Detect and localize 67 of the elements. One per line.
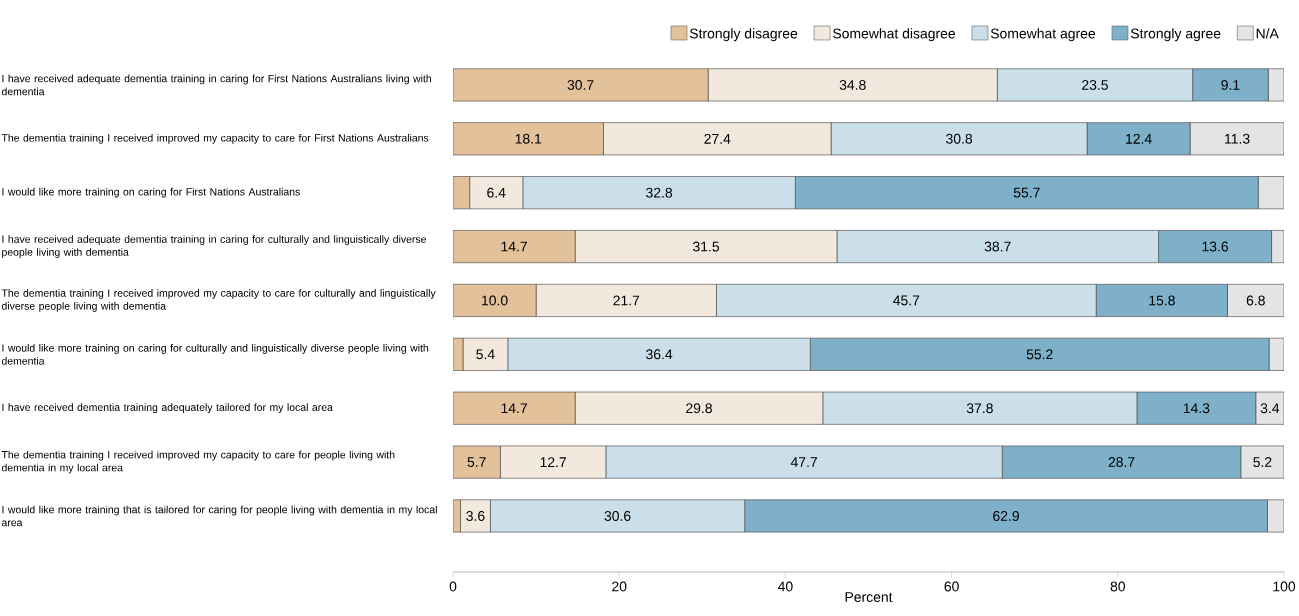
y-tick-label: I would like more training that is tailored for caring for people living with dementia in my local area xyxy=(1,505,437,527)
bar xyxy=(453,391,576,425)
x-axis-title: Percent xyxy=(845,592,893,602)
bar xyxy=(1227,283,1285,317)
y-tick-label: The dementia training I received improved my capacity to care for First Nations Australians xyxy=(1,133,429,144)
y-tick-label: The dementia training I received improved my capacity to care for people living with dementia in my local area xyxy=(1,450,395,474)
data-label: 28.7 xyxy=(1108,457,1135,468)
data-label: 30.8 xyxy=(946,133,973,144)
data-label: 32.8 xyxy=(646,187,673,198)
x-tick-label: 100 xyxy=(1273,581,1296,592)
x-tick-label: 80 xyxy=(1110,581,1126,592)
data-label: 9.1 xyxy=(1221,79,1240,90)
data-label: 27.4 xyxy=(704,133,731,144)
data-label: 14.3 xyxy=(1183,403,1210,414)
bar xyxy=(453,122,604,156)
y-tick-label: I have received dementia training adequately tailored for my local area xyxy=(2,403,333,414)
bar xyxy=(1240,445,1285,479)
data-label: 14.7 xyxy=(501,241,527,252)
x-tick-label: 40 xyxy=(777,581,793,592)
data-label: 13.6 xyxy=(1202,241,1228,252)
x-tick-label: 60 xyxy=(944,581,959,592)
data-label: 30.7 xyxy=(567,79,594,90)
legend-label: Strongly disagree xyxy=(689,28,798,42)
bar xyxy=(453,230,576,264)
data-label: 62.9 xyxy=(993,511,1019,521)
y-tick-label: The dementia training I received improved my capacity to care for culturally and linguistically diverse people living with dementia xyxy=(1,289,436,312)
y-tick-label: I would like more training on caring for culturally and linguistically diverse people living with dementia xyxy=(1,344,429,365)
y-tick-label: I would like more training on caring for First Nations Australians xyxy=(2,187,300,198)
data-label: 31.5 xyxy=(693,241,720,252)
data-label: 5.2 xyxy=(1253,457,1272,468)
legend-label: Strongly agree xyxy=(1130,28,1221,42)
data-label: 29.8 xyxy=(686,403,712,414)
bar xyxy=(453,445,501,479)
data-label: 3.4 xyxy=(1260,403,1280,414)
data-label: 3.6 xyxy=(466,511,485,521)
data-label: 12.4 xyxy=(1126,133,1152,144)
bar xyxy=(453,283,537,317)
bar xyxy=(1189,122,1285,156)
y-tick-label: I have received adequate dementia training in caring for First Nations Australians living with dementia xyxy=(1,74,431,96)
data-label: 14.7 xyxy=(501,403,527,413)
data-label: 18.1 xyxy=(515,133,542,144)
x-tick-label: 0 xyxy=(449,581,457,592)
data-label: 5.4 xyxy=(476,349,495,360)
x-tick-label: 20 xyxy=(612,581,627,592)
data-label: 38.7 xyxy=(984,241,1011,252)
data-label: 23.5 xyxy=(1082,79,1108,90)
data-label: 10.0 xyxy=(482,295,508,306)
data-label: 12.7 xyxy=(540,457,567,467)
data-label: 11.3 xyxy=(1225,133,1250,144)
y-tick-label: I have received adequate dementia training in caring for culturally and linguistically diverse people living with dementia xyxy=(2,235,426,258)
data-label: 30.6 xyxy=(604,511,631,521)
data-label: 6.4 xyxy=(487,187,506,198)
data-label: 45.7 xyxy=(893,295,920,306)
data-label: 21.7 xyxy=(613,295,640,306)
data-label: 15.8 xyxy=(1149,295,1175,306)
data-label: 6.8 xyxy=(1246,295,1265,306)
bar xyxy=(453,68,709,102)
legend-label: N/A xyxy=(1256,28,1279,39)
data-label: 34.8 xyxy=(839,79,866,90)
data-label: 37.8 xyxy=(966,403,993,414)
legend-label: Somewhat agree xyxy=(990,28,1096,42)
data-label: 36.4 xyxy=(646,349,673,360)
legend-label: Somewhat disagree xyxy=(833,28,956,42)
data-label: 55.2 xyxy=(1026,349,1053,360)
data-label: 5.7 xyxy=(467,457,486,467)
data-label: 47.7 xyxy=(790,457,817,467)
data-label: 55.7 xyxy=(1013,187,1040,198)
